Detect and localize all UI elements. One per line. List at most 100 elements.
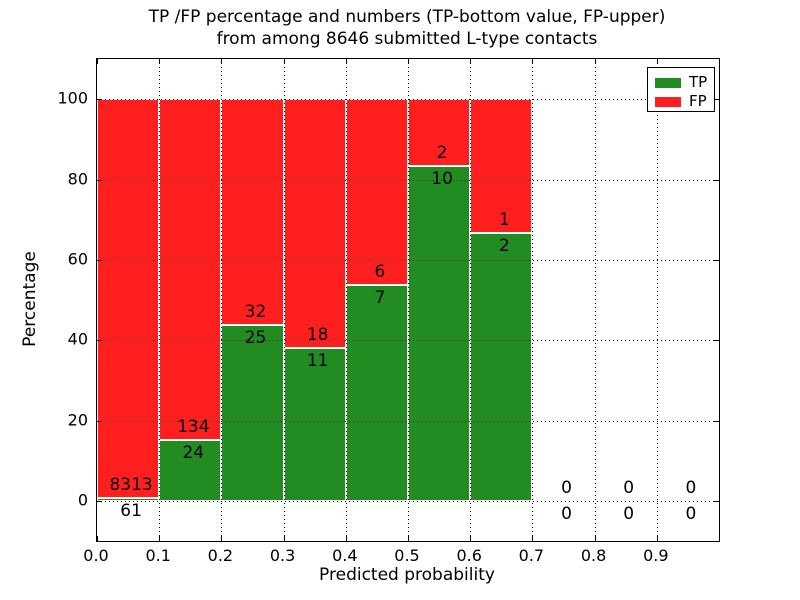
x-tick-mark-top — [656, 59, 658, 64]
plot-area: TP FP 8313 61 134 24 32 25 18 11 6 7 2 10 1 2 0 0 0 0 0 0 — [96, 58, 720, 542]
x-tick-label: 0.3 — [269, 546, 296, 565]
x-tick-mark-top — [594, 59, 596, 64]
fp-count-label: 32 — [244, 301, 267, 322]
fp-count-label: 18 — [306, 325, 329, 346]
tp-count-label: 25 — [244, 327, 267, 348]
y-tick-mark-right — [714, 179, 719, 181]
x-gridline — [470, 59, 472, 541]
y-tick-label: 0 — [77, 490, 88, 510]
fp-count-label: 1 — [498, 210, 510, 231]
x-tick-mark-top — [345, 59, 347, 64]
x-gridline — [656, 59, 658, 541]
bar-tp-segment — [159, 439, 222, 501]
bar-tp-segment — [221, 324, 284, 501]
x-tick-mark-bottom — [97, 536, 98, 541]
fp-count-label: 6 — [374, 261, 386, 282]
x-tick-label: 0.2 — [207, 546, 234, 565]
legend: TP FP — [647, 67, 715, 112]
legend-label-tp: TP — [689, 73, 708, 91]
bar-fp-segment — [470, 99, 533, 234]
bar-fp-segment — [97, 99, 160, 498]
legend-item-fp: FP — [655, 93, 714, 110]
x-tick-label: 0.9 — [643, 546, 669, 565]
tp-swatch-icon — [655, 77, 681, 88]
x-tick-mark-bottom — [221, 536, 223, 541]
chart-title-line2: from among 8646 submitted L-type contact… — [216, 29, 598, 49]
tp-count-label: 0 — [685, 503, 697, 524]
x-tick-label: 0.4 — [332, 546, 358, 565]
x-tick-mark-top — [408, 59, 409, 64]
bar-tp-segment — [97, 497, 160, 501]
tp-count-label: 24 — [182, 442, 205, 463]
bar-fp-segment — [159, 99, 222, 440]
x-gridline — [221, 59, 223, 541]
y-tick-mark-left — [97, 420, 102, 422]
x-tick-label: 0.0 — [83, 546, 109, 565]
legend-label-fp: FP — [689, 92, 707, 110]
y-tick-mark-left — [97, 500, 102, 502]
tp-count-label: 7 — [374, 287, 386, 308]
y-tick-label: 20 — [67, 410, 88, 429]
x-tick-mark-top — [283, 59, 285, 64]
chart-title: TP /FP percentage and numbers (TP-bottom… — [96, 6, 718, 50]
bar-tp-segment — [470, 233, 533, 501]
x-gridline — [345, 59, 347, 541]
x-gridline — [594, 59, 596, 541]
tp-count-label: 11 — [306, 351, 329, 372]
y-tick-label: 60 — [67, 249, 88, 269]
x-tick-mark-bottom — [159, 536, 161, 541]
bar-fp-segment — [221, 99, 284, 325]
y-tick-mark-left — [97, 99, 102, 101]
x-tick-mark-bottom — [656, 536, 658, 541]
x-gridline — [532, 59, 534, 541]
fp-count-label: 8313 — [109, 474, 153, 495]
x-gridline — [408, 59, 409, 541]
x-tick-label: 0.7 — [518, 546, 545, 565]
fp-count-label: 0 — [685, 477, 697, 498]
x-tick-mark-bottom — [283, 536, 285, 541]
bar-fp-segment — [345, 99, 408, 285]
fp-count-label: 2 — [436, 143, 448, 164]
fp-count-label: 134 — [177, 416, 210, 437]
chart-title-line1: TP /FP percentage and numbers (TP-bottom… — [148, 7, 666, 27]
y-tick-label: 80 — [67, 169, 88, 188]
x-tick-mark-top — [97, 59, 98, 64]
y-tick-mark-right — [714, 500, 719, 502]
x-tick-mark-bottom — [470, 536, 472, 541]
y-tick-mark-right — [714, 420, 719, 422]
y-tick-mark-left — [97, 340, 102, 342]
tp-count-label: 2 — [498, 236, 510, 257]
bar-tp-segment — [408, 166, 471, 501]
x-tick-label: 0.8 — [580, 546, 607, 565]
x-tick-mark-bottom — [408, 536, 409, 541]
x-tick-mark-top — [159, 59, 161, 64]
x-tick-mark-bottom — [594, 536, 596, 541]
y-tick-mark-right — [714, 259, 719, 261]
x-tick-label: 0.5 — [394, 546, 420, 565]
tp-count-label: 61 — [120, 500, 142, 521]
y-tick-label: 100 — [57, 88, 88, 108]
x-tick-label: 0.1 — [145, 546, 171, 565]
y-tick-mark-right — [714, 99, 719, 101]
y-tick-mark-left — [97, 259, 102, 261]
y-tick-label: 40 — [67, 329, 88, 349]
x-gridline — [159, 59, 161, 541]
x-tick-label: 0.6 — [456, 546, 482, 565]
x-tick-mark-bottom — [345, 536, 347, 541]
tp-count-label: 10 — [431, 169, 453, 190]
y-tick-mark-left — [97, 179, 102, 181]
y-tick-mark-right — [714, 340, 719, 342]
fp-swatch-icon — [655, 96, 681, 107]
bar-tp-segment — [345, 284, 408, 501]
fp-count-label: 0 — [623, 477, 635, 498]
tp-count-label: 0 — [561, 503, 572, 524]
bar-fp-segment — [283, 99, 346, 349]
x-gridline — [283, 59, 285, 541]
x-tick-mark-top — [532, 59, 534, 64]
x-tick-mark-bottom — [532, 536, 534, 541]
legend-item-tp: TP — [655, 74, 714, 91]
x-axis-label: Predicted probability — [319, 565, 495, 585]
fp-count-label: 0 — [561, 477, 572, 498]
x-tick-mark-top — [221, 59, 223, 64]
